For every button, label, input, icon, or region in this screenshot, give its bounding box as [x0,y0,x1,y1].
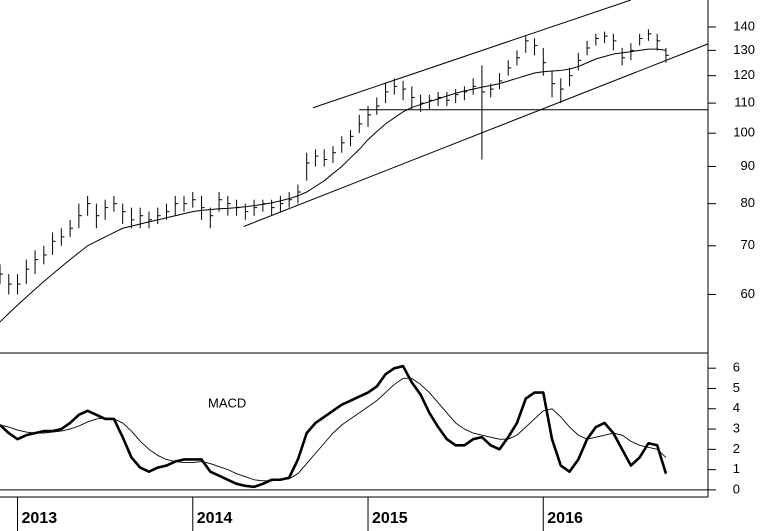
x-tick-label: 2014 [197,510,233,527]
moving-average [0,48,667,323]
y-tick-label: 4 [733,400,740,415]
macd-line [0,377,667,482]
y-tick-label: 2 [733,441,740,456]
y-tick-label: 1 [733,461,740,476]
y-tick-label: 0 [733,481,740,496]
y-tick-label: 3 [733,420,740,435]
y-tick-label: 100 [733,125,755,140]
macd-label: MACD [208,395,246,410]
x-tick-label: 2013 [22,510,58,527]
y-tick-label: 60 [741,286,755,301]
y-tick-label: 130 [733,42,755,57]
x-tick-label: 2016 [547,510,583,527]
trendline [312,0,632,109]
y-tick-label: 6 [733,360,740,375]
y-tick-label: 140 [733,18,755,33]
y-tick-label: 80 [741,195,755,210]
trendline [243,43,709,228]
y-tick-label: 120 [733,67,755,82]
y-tick-label: 70 [741,237,755,252]
y-tick-label: 5 [733,380,740,395]
x-tick-label: 2015 [372,510,408,527]
y-tick-label: 90 [741,158,755,173]
y-tick-label: 110 [734,95,755,110]
